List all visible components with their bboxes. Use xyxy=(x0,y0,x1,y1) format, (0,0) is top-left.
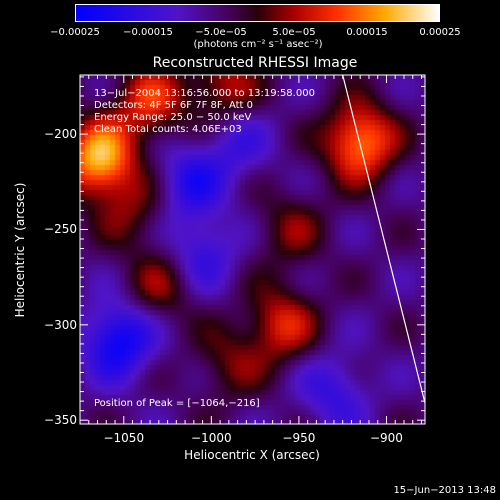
x-tick-label: −1000 xyxy=(191,431,232,445)
y-tick-label: −200 xyxy=(44,127,77,142)
annotation-time: 13−Jul−2004 13:16:56.000 to 13:19:58.000 xyxy=(94,88,315,99)
annotation-energy: Energy Range: 25.0 − 50.0 keV xyxy=(94,112,252,123)
heatmap-image xyxy=(80,75,425,424)
colorbar-units: (photons cm⁻² s⁻¹ asec⁻²) xyxy=(193,39,323,50)
colorbar-tick-label: −0.00025 xyxy=(50,27,100,38)
y-axis-label: Heliocentric Y (arcsec) xyxy=(13,182,27,318)
chart-title: Reconstructed RHESSI Image xyxy=(152,55,358,71)
date-stamp: 15−Jun−2013 13:48 xyxy=(393,485,496,496)
x-tick-label: −950 xyxy=(282,431,316,445)
x-axis-label: Heliocentric X (arcsec) xyxy=(184,448,320,462)
colorbar xyxy=(75,4,440,22)
y-tick-label: −250 xyxy=(44,222,77,237)
colorbar-tick-label: 5.0e−05 xyxy=(272,27,316,38)
x-tick-label: −900 xyxy=(369,431,403,445)
colorbar-tick-label: 0.00015 xyxy=(346,27,388,38)
solar-limb-line xyxy=(342,74,426,404)
colorbar-tick-label: 0.00025 xyxy=(419,27,461,38)
peak-position-label: Position of Peak = [−1064,−216] xyxy=(94,398,260,409)
colorbar-tick-label: −5.0e−05 xyxy=(195,27,247,38)
annotation-detectors: Detectors: 4F 5F 6F 7F 8F, Att 0 xyxy=(94,100,254,111)
plot-frame xyxy=(79,74,426,425)
y-tick-label: −350 xyxy=(44,413,77,428)
annotation-counts: Clean Total counts: 4.06E+03 xyxy=(94,124,242,135)
colorbar-tick-label: −0.00015 xyxy=(123,27,173,38)
x-tick-label: −1050 xyxy=(103,431,145,445)
y-tick-label: −300 xyxy=(44,317,77,332)
